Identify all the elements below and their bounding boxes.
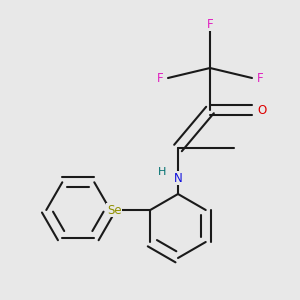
Text: H: H	[158, 167, 166, 177]
Text: Se: Se	[107, 203, 122, 217]
Text: O: O	[257, 103, 267, 116]
Text: F: F	[207, 17, 213, 31]
Text: F: F	[157, 71, 163, 85]
Text: N: N	[174, 172, 182, 184]
Text: F: F	[257, 71, 263, 85]
